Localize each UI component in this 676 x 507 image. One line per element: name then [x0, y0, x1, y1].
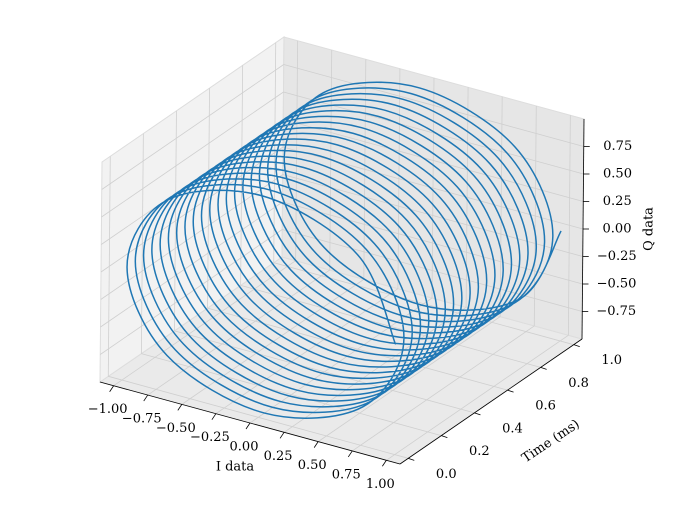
y-tick-label: 0.4 [502, 421, 523, 436]
z-tick-label: 0.25 [603, 194, 632, 209]
z-tick-label: −0.25 [597, 249, 637, 264]
z-tick-label: −0.50 [597, 277, 637, 292]
grid-line [283, 119, 584, 202]
tick-mark [211, 413, 217, 420]
grid-line [215, 288, 399, 415]
grid-line [317, 316, 501, 442]
y-tick-label: 0.6 [535, 399, 556, 414]
grid-line [282, 229, 583, 312]
tick-mark [507, 389, 514, 393]
tick-mark [279, 432, 285, 439]
grid-line [174, 330, 475, 414]
y-tick-label: 0.8 [568, 376, 589, 391]
x-tick-label: −0.25 [190, 430, 230, 445]
z-axis [581, 118, 585, 340]
tick-mark [408, 457, 415, 461]
tick-mark [245, 422, 251, 430]
y-tick-label: 0.2 [469, 444, 490, 459]
tick-mark [143, 394, 149, 402]
grid-line [273, 262, 574, 346]
x-tick-label: −1.00 [88, 402, 128, 417]
grid-line [108, 375, 409, 459]
tick-mark [474, 412, 481, 416]
y-axis [399, 338, 583, 465]
x-tick-label: 0.00 [230, 440, 259, 455]
z-axis-label: Q data [642, 207, 657, 251]
grid-line [240, 285, 541, 368]
grid-line [283, 64, 584, 147]
grid-line [207, 307, 508, 391]
z-tick-label: 0.75 [603, 139, 632, 154]
y-tick-label: 1.0 [601, 353, 622, 368]
tick-mark [177, 404, 183, 411]
grid-line [100, 201, 283, 328]
tick-mark [573, 344, 580, 348]
tick-mark [382, 460, 387, 467]
tick-mark [313, 441, 319, 448]
data-line [126, 81, 562, 419]
grid-line [101, 91, 284, 218]
grid-line [352, 325, 535, 452]
x-axis-label: I data [216, 459, 255, 474]
x-tick-label: 0.25 [264, 449, 293, 464]
tick-mark [109, 385, 114, 392]
x-tick-label: −0.50 [156, 421, 196, 436]
tick-mark [347, 450, 353, 458]
z-tick-label: 0.50 [603, 167, 632, 182]
tick-mark [441, 435, 448, 438]
x-tick-label: 0.75 [332, 467, 361, 482]
grid-line [101, 64, 284, 190]
grid-line [141, 353, 442, 436]
x-tick-label: 1.00 [366, 477, 395, 492]
tick-mark [540, 367, 547, 370]
y-tick-label: 0.0 [436, 467, 457, 482]
z-tick-label: −0.75 [596, 304, 636, 319]
x-axis [99, 381, 401, 465]
grid-line [386, 334, 569, 461]
x-tick-label: 0.50 [298, 458, 327, 473]
y-axis-label: Time (ms) [519, 417, 582, 466]
x-tick-label: −0.75 [122, 412, 162, 427]
z-tick-label: 0.00 [603, 222, 632, 237]
